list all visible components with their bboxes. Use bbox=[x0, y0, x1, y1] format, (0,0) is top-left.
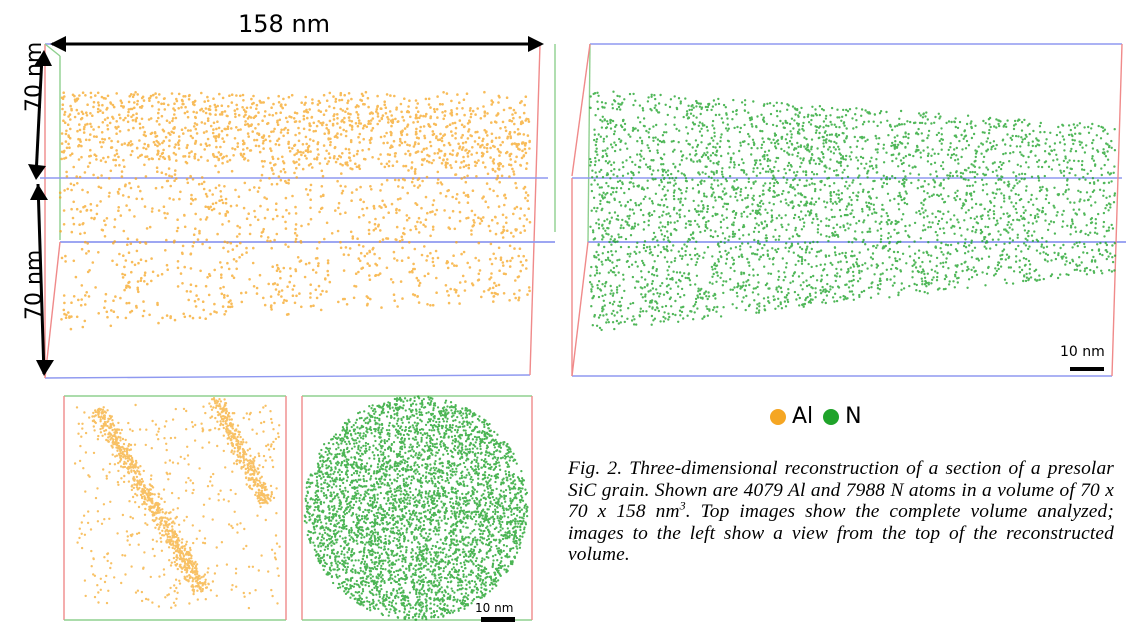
lower-height-dimension-label: 70 nm bbox=[22, 249, 47, 320]
element-legend: Al N bbox=[770, 404, 862, 429]
arrowhead-left-icon bbox=[50, 36, 66, 52]
arrowhead-right-icon bbox=[528, 36, 544, 52]
legend-label-al: Al bbox=[792, 404, 814, 429]
arrowhead-down-icon bbox=[28, 164, 46, 180]
caption-text-end: . Top images show the complete volume an… bbox=[568, 501, 1114, 566]
al-atoms-side-view bbox=[58, 90, 532, 331]
top-scale-bar-label: 10 nm bbox=[1060, 344, 1105, 360]
length-dimension-label: 158 nm bbox=[238, 10, 331, 38]
figure-caption: Fig. 2. Three-dimensional reconstruction… bbox=[568, 458, 1114, 566]
box-depth-edge-lower bbox=[44, 241, 61, 379]
upper-70-nm-arrow bbox=[34, 55, 44, 177]
al-atoms-top-view bbox=[73, 397, 281, 610]
arrowhead-down-icon-2 bbox=[36, 360, 54, 376]
n-swatch-icon bbox=[823, 408, 840, 425]
n-atoms-top-view bbox=[303, 395, 529, 621]
top-scale-bar bbox=[1070, 367, 1104, 371]
n-atoms-side-view bbox=[588, 90, 1117, 332]
atom-points bbox=[588, 90, 1117, 332]
atom-points bbox=[303, 395, 529, 621]
n-box-left-upper-edge bbox=[587, 43, 591, 243]
n-box-right-edge bbox=[1111, 43, 1123, 377]
atom-points bbox=[73, 397, 281, 610]
al-swatch-icon bbox=[770, 408, 786, 425]
bottom-scale-bar bbox=[481, 617, 515, 622]
legend-item-al: Al bbox=[770, 404, 813, 429]
legend-item-n: N bbox=[823, 404, 862, 429]
n-box-depth-edge bbox=[571, 43, 591, 177]
legend-label-n: N bbox=[845, 404, 862, 429]
caption-superscript: 3 bbox=[679, 498, 686, 513]
box-bottom-edge bbox=[44, 374, 531, 379]
bottom-scale-bar-label: 10 nm bbox=[475, 601, 514, 615]
atom-points bbox=[58, 90, 532, 331]
box-right-edge bbox=[529, 43, 541, 376]
box-depth-edge bbox=[44, 43, 61, 57]
lower-70-nm-arrow bbox=[36, 183, 46, 375]
arrowhead-up-icon-2 bbox=[30, 184, 48, 200]
upper-height-dimension-label: 70 nm bbox=[22, 41, 47, 112]
n-box-depth-lower bbox=[571, 241, 589, 377]
caption-text-start: Fig. 2. Three-dimensional reconstruction… bbox=[568, 458, 1114, 523]
arrowhead-up-icon bbox=[34, 50, 52, 66]
